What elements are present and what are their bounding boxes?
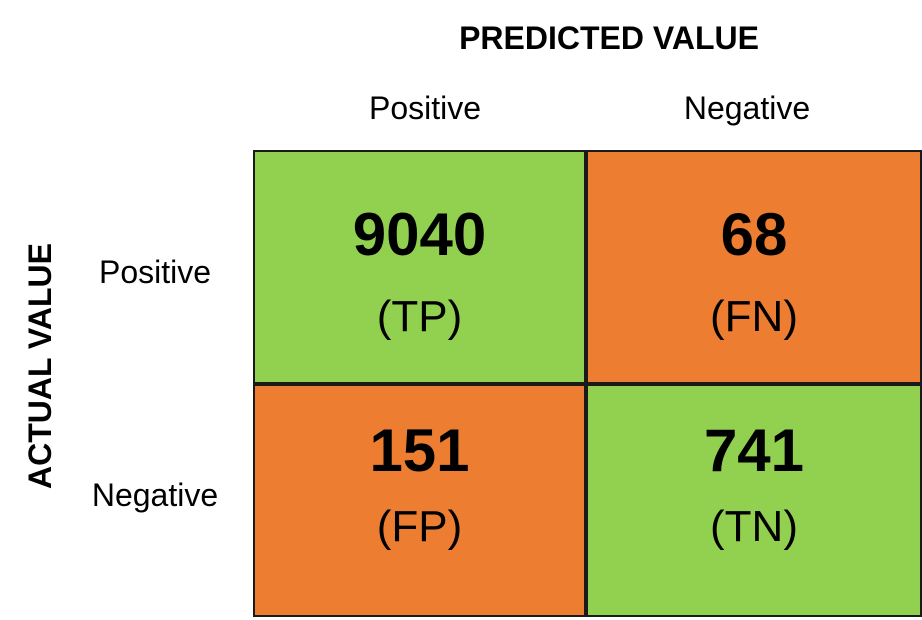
predicted-value-title: PREDICTED VALUE	[459, 20, 759, 56]
cell-false-positive: 151 (FP)	[253, 384, 586, 617]
cell-true-positive: 9040 (TP)	[253, 150, 586, 384]
row-label-positive: Positive	[98, 254, 212, 290]
row-label-negative: Negative	[91, 477, 219, 513]
actual-value-title: ACTUAL VALUE	[22, 243, 58, 489]
true-negative-label: (TN)	[710, 502, 798, 551]
true-positive-count: 9040	[352, 201, 487, 268]
confusion-matrix: 9040 (TP) 68 (FN) 151 (FP) 741 (TN)	[253, 150, 922, 617]
cell-true-negative: 741 (TN)	[586, 384, 922, 617]
cell-false-negative: 68 (FN)	[586, 150, 922, 384]
false-negative-label: (FN)	[710, 292, 798, 341]
true-positive-label: (TP)	[376, 292, 463, 341]
false-positive-label: (FP)	[376, 502, 463, 551]
true-negative-count: 741	[703, 417, 805, 484]
column-label-negative: Negative	[683, 90, 811, 126]
column-label-positive: Positive	[368, 90, 482, 126]
false-positive-count: 151	[369, 417, 470, 484]
false-negative-count: 68	[720, 201, 788, 268]
